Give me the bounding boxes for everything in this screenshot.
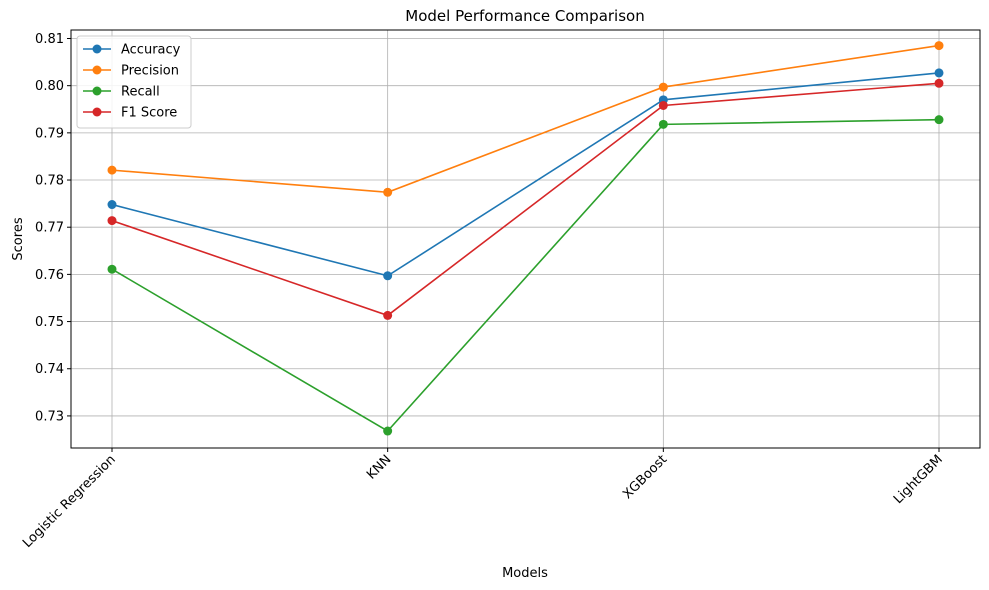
data-point bbox=[107, 216, 117, 226]
legend-item: F1 Score bbox=[83, 106, 177, 121]
data-point bbox=[107, 165, 117, 175]
legend-label: Precision bbox=[121, 64, 179, 79]
legend-box bbox=[76, 35, 192, 129]
data-point bbox=[934, 41, 944, 51]
data-point bbox=[934, 115, 944, 125]
series-line bbox=[111, 44, 940, 194]
legend-item: Recall bbox=[83, 85, 160, 100]
data-point bbox=[383, 310, 393, 320]
y-tick-label: 0.73 bbox=[35, 409, 64, 424]
data-point bbox=[934, 68, 944, 78]
legend-marker bbox=[92, 44, 102, 54]
series-f1-score bbox=[107, 78, 944, 320]
grid-lines bbox=[71, 30, 980, 448]
x-axis-ticks: Logistic Regression KNN XGBoost LightGBM bbox=[20, 448, 946, 551]
data-point bbox=[107, 264, 117, 274]
series-line bbox=[111, 72, 940, 277]
y-tick-label: 0.81 bbox=[35, 32, 64, 47]
series-recall bbox=[107, 115, 944, 436]
x-axis-title: Models bbox=[502, 566, 548, 581]
legend-label: Accuracy bbox=[121, 43, 181, 58]
legend-item: Accuracy bbox=[83, 43, 181, 58]
x-tick-label: LightGBM bbox=[891, 452, 946, 507]
y-tick-label: 0.77 bbox=[35, 221, 64, 236]
data-point bbox=[383, 271, 393, 281]
legend-marker bbox=[92, 86, 102, 96]
x-tick-label: XGBoost bbox=[620, 452, 670, 502]
y-axis-title: Scores bbox=[11, 217, 26, 260]
y-tick-label: 0.75 bbox=[35, 315, 64, 330]
x-tick-label: Logistic Regression bbox=[20, 452, 119, 551]
data-point bbox=[658, 100, 668, 110]
legend: Accuracy Precision Recall F1 Score bbox=[76, 35, 192, 129]
data-point bbox=[658, 82, 668, 92]
data-point bbox=[383, 187, 393, 197]
data-point bbox=[934, 78, 944, 88]
series-lines bbox=[107, 41, 944, 436]
legend-marker bbox=[92, 65, 102, 75]
series-precision bbox=[107, 41, 944, 197]
legend-label: F1 Score bbox=[121, 106, 177, 121]
series-line bbox=[111, 118, 940, 433]
y-tick-label: 0.74 bbox=[35, 362, 64, 377]
chart-title: Model Performance Comparison bbox=[405, 7, 644, 25]
y-tick-label: 0.79 bbox=[35, 126, 64, 141]
legend-marker bbox=[92, 107, 102, 117]
x-tick-label: KNN bbox=[364, 452, 394, 482]
y-axis-ticks: 0.73 0.74 0.75 0.76 0.77 0.78 0.79 0.80 0.81 bbox=[35, 32, 71, 424]
data-point bbox=[107, 200, 117, 210]
data-point bbox=[658, 119, 668, 129]
series-accuracy bbox=[107, 68, 944, 281]
series-line bbox=[111, 82, 940, 317]
y-tick-label: 0.78 bbox=[35, 174, 64, 189]
y-tick-label: 0.76 bbox=[35, 268, 64, 283]
legend-item: Precision bbox=[83, 64, 179, 79]
data-point bbox=[383, 426, 393, 436]
plot-frame bbox=[70, 29, 981, 449]
y-tick-label: 0.80 bbox=[35, 79, 64, 94]
legend-label: Recall bbox=[121, 85, 160, 100]
